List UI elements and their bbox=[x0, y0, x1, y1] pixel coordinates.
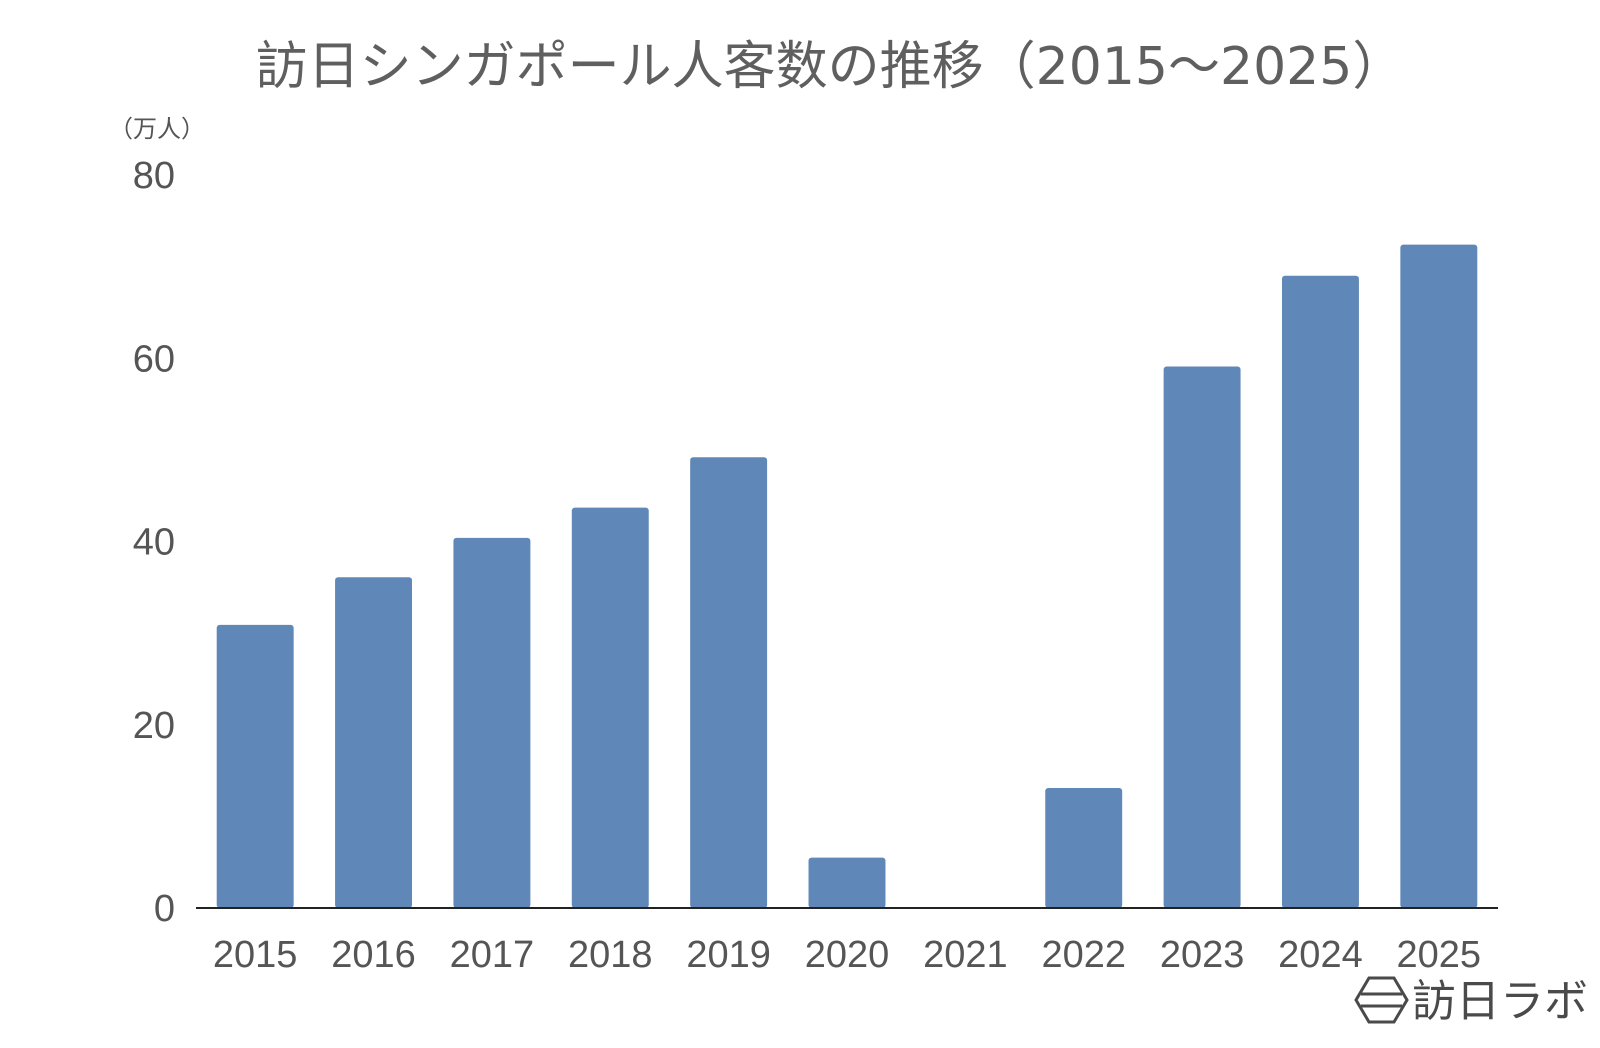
bar-2020 bbox=[808, 857, 886, 908]
hexagon-logo-icon bbox=[1354, 976, 1409, 1024]
bar-2018 bbox=[571, 507, 649, 908]
bar-2016 bbox=[335, 577, 413, 908]
bar-2022 bbox=[1045, 787, 1123, 908]
y-tick-label: 60 bbox=[133, 338, 175, 380]
y-axis-unit-label: （万人） bbox=[109, 115, 205, 143]
y-tick-label: 0 bbox=[154, 888, 175, 930]
y-tick-label: 80 bbox=[133, 155, 175, 197]
y-tick-label: 40 bbox=[133, 522, 175, 564]
x-tick-label: 2024 bbox=[1278, 934, 1363, 976]
chart-title: 訪日シンガポール人客数の推移（2015〜2025） bbox=[256, 37, 1405, 97]
bar-2019 bbox=[690, 457, 768, 908]
x-tick-label: 2016 bbox=[331, 934, 416, 976]
x-axis-ticks: 2015 2016 2017 2018 2019 2020 2021 2022 2023 2024… bbox=[213, 934, 1481, 976]
x-tick-label: 2020 bbox=[805, 934, 890, 976]
x-tick-label: 2019 bbox=[686, 934, 771, 976]
bar-2024 bbox=[1281, 275, 1359, 909]
bar-2025 bbox=[1400, 244, 1478, 908]
bars-group bbox=[216, 244, 1478, 909]
x-tick-label: 2015 bbox=[213, 934, 298, 976]
brand-name: 訪日ラボ bbox=[1412, 976, 1588, 1027]
x-tick-label: 2025 bbox=[1397, 934, 1482, 976]
x-tick-label: 2017 bbox=[450, 934, 535, 976]
bar-2015 bbox=[216, 624, 294, 908]
x-tick-label: 2023 bbox=[1160, 934, 1245, 976]
y-tick-label: 20 bbox=[133, 705, 175, 747]
y-axis-ticks: 0 20 40 60 80 bbox=[133, 155, 175, 930]
bar-2017 bbox=[453, 537, 531, 908]
brand-logo: 訪日ラボ bbox=[1354, 976, 1588, 1027]
bar-2023 bbox=[1163, 366, 1241, 909]
x-tick-label: 2022 bbox=[1041, 934, 1126, 976]
x-tick-label: 2018 bbox=[568, 934, 653, 976]
x-tick-label: 2021 bbox=[923, 934, 1008, 976]
